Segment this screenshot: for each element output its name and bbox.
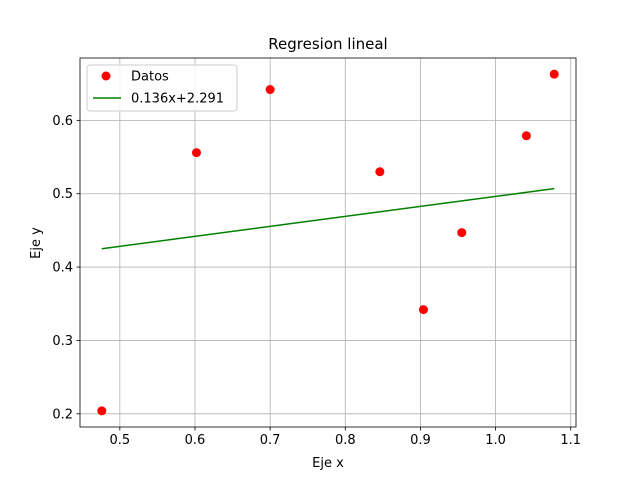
chart-title: Regresion lineal [268,35,387,53]
data-point [97,406,107,416]
legend-label-datos: Datos [131,70,169,85]
plot-background [80,58,576,427]
data-point [418,305,428,315]
y-axis-label: Eje y [29,227,44,259]
axes-frame [79,57,577,428]
y-axis-ticks: 0.2 0.3 0.4 0.5 0.6 [52,114,80,422]
x-tick-label: 0.6 [185,433,206,448]
x-tick-label: 0.8 [335,433,356,448]
y-tick-label: 0.6 [52,114,73,129]
grid [80,58,576,427]
data-point [191,148,201,158]
fit-line [101,187,555,250]
legend-marker-datos [101,71,111,81]
plot-area [80,58,576,427]
data-point [457,228,467,238]
data-point [521,131,531,141]
data-point [549,69,559,79]
x-tick-label: 0.9 [410,433,431,448]
y-tick-label: 0.5 [52,187,73,202]
y-tick-label: 0.3 [52,334,73,349]
y-tick-label: 0.4 [52,261,73,276]
legend: Datos 0.136x+2.291 [86,64,238,112]
x-axis-ticks: 0.5 0.6 0.7 0.8 0.9 1.0 1.1 [109,427,581,448]
x-tick-label: 1.1 [560,433,581,448]
x-tick-label: 1.0 [485,433,506,448]
y-tick-label: 0.2 [52,407,73,422]
series-layer [97,69,559,416]
legend-label-fit: 0.136x+2.291 [131,92,224,107]
x-axis-label: Eje x [312,456,344,471]
data-point [375,167,385,177]
x-tick-label: 0.5 [109,433,130,448]
x-tick-label: 0.7 [260,433,281,448]
data-point [265,85,275,95]
legend-box [86,64,238,112]
axes-border [79,57,577,428]
